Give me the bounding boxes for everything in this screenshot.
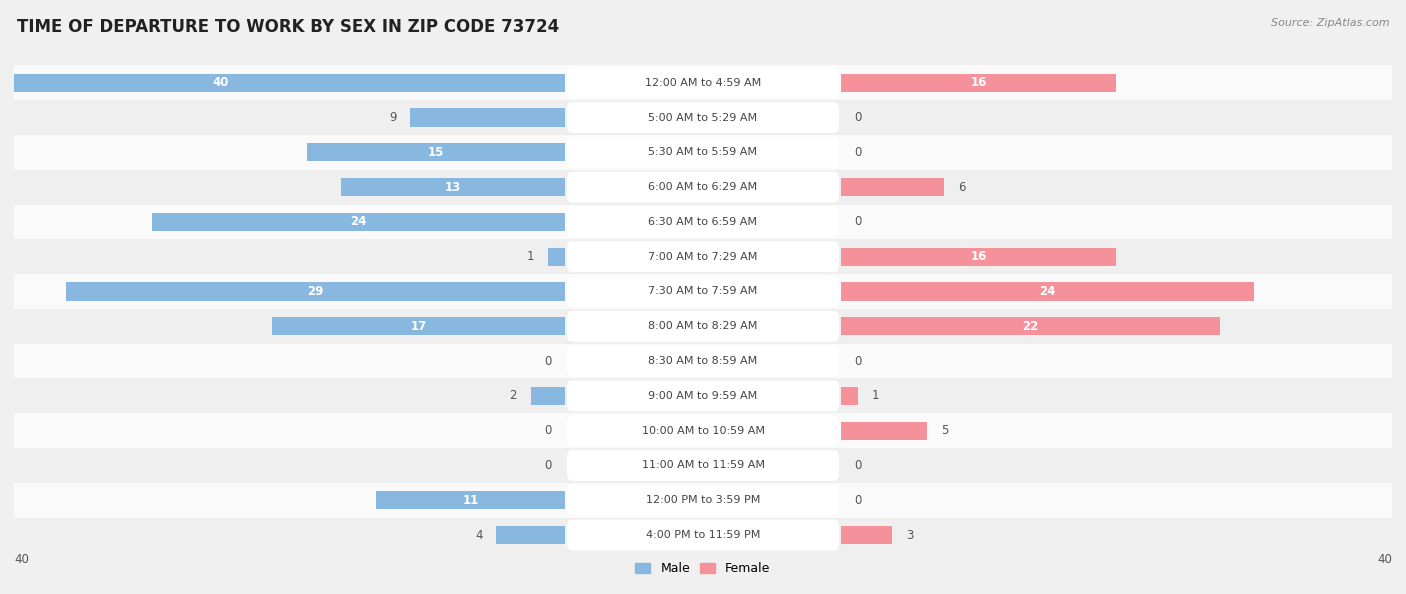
- Text: 0: 0: [855, 494, 862, 507]
- Text: 0: 0: [544, 424, 551, 437]
- Bar: [14, 135, 1392, 170]
- Text: 0: 0: [855, 146, 862, 159]
- Text: 5:00 AM to 5:29 AM: 5:00 AM to 5:29 AM: [648, 112, 758, 122]
- Bar: [66, 282, 565, 301]
- Bar: [14, 344, 1392, 378]
- Bar: [411, 109, 565, 127]
- Text: 5: 5: [941, 424, 948, 437]
- Text: 17: 17: [411, 320, 427, 333]
- Text: 11:00 AM to 11:59 AM: 11:00 AM to 11:59 AM: [641, 460, 765, 470]
- Bar: [14, 517, 1392, 552]
- Text: 13: 13: [446, 181, 461, 194]
- Text: 12:00 AM to 4:59 AM: 12:00 AM to 4:59 AM: [645, 78, 761, 88]
- Text: 0: 0: [855, 216, 862, 229]
- Text: 40: 40: [1376, 553, 1392, 566]
- Text: 7:30 AM to 7:59 AM: 7:30 AM to 7:59 AM: [648, 286, 758, 296]
- Text: 7:00 AM to 7:29 AM: 7:00 AM to 7:29 AM: [648, 252, 758, 262]
- FancyBboxPatch shape: [567, 241, 839, 272]
- Text: 1: 1: [527, 250, 534, 263]
- Text: 12:00 PM to 3:59 PM: 12:00 PM to 3:59 PM: [645, 495, 761, 505]
- Text: 8:30 AM to 8:59 AM: 8:30 AM to 8:59 AM: [648, 356, 758, 366]
- Bar: [14, 448, 1392, 483]
- FancyBboxPatch shape: [567, 485, 839, 516]
- Text: 5:30 AM to 5:59 AM: 5:30 AM to 5:59 AM: [648, 147, 758, 157]
- Text: 40: 40: [212, 76, 229, 89]
- Bar: [0, 74, 565, 92]
- Bar: [14, 378, 1392, 413]
- Text: 4: 4: [475, 529, 482, 542]
- Text: 0: 0: [855, 459, 862, 472]
- FancyBboxPatch shape: [567, 415, 839, 446]
- Text: 22: 22: [1022, 320, 1039, 333]
- Text: 4:00 PM to 11:59 PM: 4:00 PM to 11:59 PM: [645, 530, 761, 540]
- Bar: [14, 65, 1392, 100]
- Bar: [14, 413, 1392, 448]
- Bar: [307, 143, 565, 162]
- Text: 2: 2: [509, 389, 517, 402]
- Text: 6:30 AM to 6:59 AM: 6:30 AM to 6:59 AM: [648, 217, 758, 227]
- Bar: [14, 170, 1392, 204]
- Bar: [841, 387, 858, 405]
- Text: Source: ZipAtlas.com: Source: ZipAtlas.com: [1271, 18, 1389, 28]
- Bar: [14, 274, 1392, 309]
- Bar: [841, 526, 893, 544]
- FancyBboxPatch shape: [567, 346, 839, 377]
- Text: 9: 9: [389, 111, 396, 124]
- Text: 0: 0: [544, 355, 551, 368]
- Bar: [375, 491, 565, 509]
- Text: 6: 6: [957, 181, 966, 194]
- Text: 0: 0: [544, 459, 551, 472]
- Bar: [841, 178, 945, 196]
- Bar: [496, 526, 565, 544]
- Bar: [152, 213, 565, 231]
- Bar: [841, 317, 1219, 336]
- Bar: [273, 317, 565, 336]
- FancyBboxPatch shape: [567, 172, 839, 203]
- FancyBboxPatch shape: [567, 520, 839, 551]
- Text: 10:00 AM to 10:59 AM: 10:00 AM to 10:59 AM: [641, 426, 765, 435]
- FancyBboxPatch shape: [567, 450, 839, 481]
- Text: 1: 1: [872, 389, 879, 402]
- Text: 11: 11: [463, 494, 478, 507]
- Bar: [531, 387, 565, 405]
- Text: 16: 16: [970, 250, 987, 263]
- Bar: [841, 74, 1116, 92]
- Text: 0: 0: [855, 355, 862, 368]
- Bar: [14, 483, 1392, 517]
- Text: 16: 16: [970, 76, 987, 89]
- Text: 3: 3: [907, 529, 914, 542]
- FancyBboxPatch shape: [567, 137, 839, 168]
- Text: 24: 24: [350, 216, 367, 229]
- Bar: [841, 422, 927, 440]
- Text: 0: 0: [855, 111, 862, 124]
- FancyBboxPatch shape: [567, 67, 839, 98]
- Text: 29: 29: [308, 285, 323, 298]
- Bar: [14, 204, 1392, 239]
- Text: 8:00 AM to 8:29 AM: 8:00 AM to 8:29 AM: [648, 321, 758, 331]
- Bar: [14, 239, 1392, 274]
- Text: 9:00 AM to 9:59 AM: 9:00 AM to 9:59 AM: [648, 391, 758, 401]
- Text: 6:00 AM to 6:29 AM: 6:00 AM to 6:29 AM: [648, 182, 758, 192]
- Legend: Male, Female: Male, Female: [636, 563, 770, 576]
- Text: 15: 15: [427, 146, 444, 159]
- Bar: [14, 100, 1392, 135]
- Text: 40: 40: [14, 553, 30, 566]
- FancyBboxPatch shape: [567, 381, 839, 411]
- Text: TIME OF DEPARTURE TO WORK BY SEX IN ZIP CODE 73724: TIME OF DEPARTURE TO WORK BY SEX IN ZIP …: [17, 18, 560, 36]
- Bar: [841, 282, 1254, 301]
- FancyBboxPatch shape: [567, 276, 839, 307]
- FancyBboxPatch shape: [567, 102, 839, 133]
- Bar: [841, 248, 1116, 266]
- Text: 24: 24: [1039, 285, 1056, 298]
- FancyBboxPatch shape: [567, 311, 839, 342]
- Bar: [342, 178, 565, 196]
- FancyBboxPatch shape: [567, 207, 839, 237]
- Bar: [14, 309, 1392, 344]
- Bar: [548, 248, 565, 266]
